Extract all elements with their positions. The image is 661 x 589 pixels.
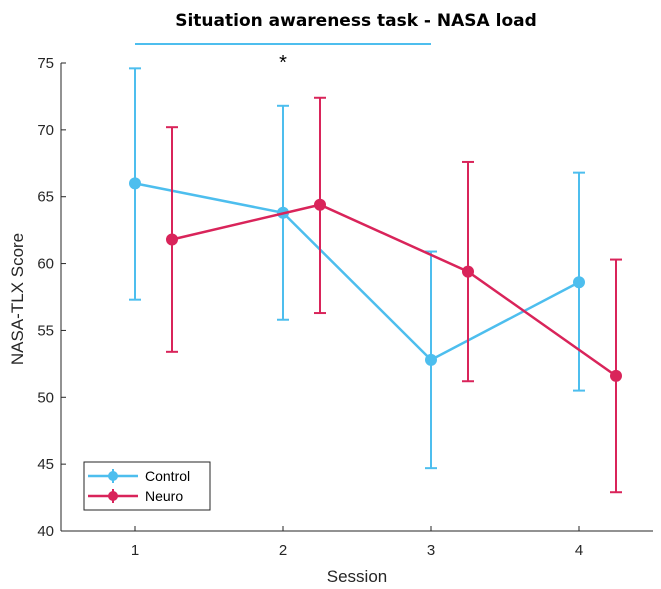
control-point — [573, 276, 585, 289]
y-tick-label: 70 — [37, 122, 54, 139]
control-line — [134, 182, 580, 362]
x-tick-label: 3 — [427, 542, 435, 559]
control-point — [129, 177, 141, 190]
neuro-line — [171, 203, 617, 377]
neuro-point — [166, 233, 178, 246]
y-tick-label: 60 — [37, 256, 54, 273]
y-tick-label: 50 — [37, 389, 54, 406]
y-tick-label: 45 — [37, 456, 54, 473]
neuro-point — [314, 198, 326, 211]
legend-marker-neuro — [108, 491, 118, 501]
axes: 1 2 3 4 40 45 50 55 60 65 70 75 — [37, 55, 653, 559]
x-tick-label: 4 — [575, 542, 583, 559]
legend-label-neuro: Neuro — [145, 488, 183, 504]
series-neuro — [166, 96, 622, 494]
series-control — [129, 67, 585, 470]
legend-marker-control — [108, 471, 118, 481]
legend: Control Neuro — [83, 461, 211, 511]
y-tick-label: 55 — [37, 322, 54, 339]
significance-annotation: * — [135, 43, 431, 74]
chart-title: Situation awareness task - NASA load — [175, 11, 537, 31]
y-axis-label: NASA-TLX Score — [8, 233, 27, 365]
y-tick-label: 40 — [37, 523, 54, 540]
x-tick-label: 2 — [279, 542, 287, 559]
control-point — [425, 353, 437, 366]
legend-label-control: Control — [145, 468, 190, 484]
neuro-point — [610, 369, 622, 382]
plot-area — [129, 67, 622, 494]
legend-box — [83, 461, 211, 511]
neuro-point — [462, 265, 474, 278]
x-tick-label: 1 — [131, 542, 139, 559]
significance-asterisk: * — [279, 52, 287, 74]
y-tick-label: 65 — [37, 189, 54, 206]
y-tick-label: 75 — [37, 55, 54, 72]
x-axis-label: Session — [327, 567, 387, 586]
